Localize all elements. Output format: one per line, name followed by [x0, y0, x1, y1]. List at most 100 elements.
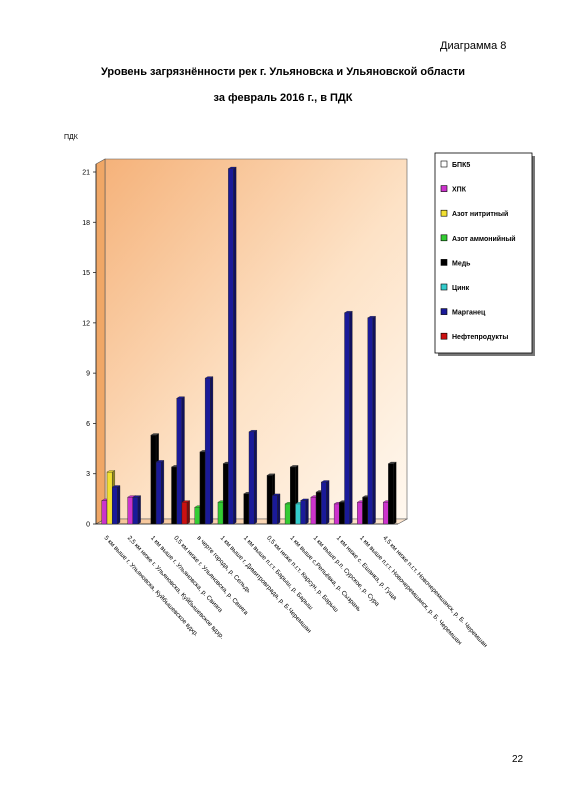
- y-tick-label: 9: [86, 371, 90, 378]
- bar: [333, 503, 340, 525]
- bar-top: [387, 461, 397, 464]
- legend-swatch: [440, 234, 448, 242]
- bar: [339, 502, 345, 525]
- bar-top: [289, 465, 299, 468]
- bar-top: [320, 480, 330, 483]
- bar: [362, 496, 368, 525]
- bar: [150, 434, 157, 525]
- bar: [199, 451, 206, 525]
- bar: [382, 502, 389, 525]
- bar: [290, 466, 296, 525]
- y-tick-label: 3: [86, 471, 90, 478]
- bar: [217, 502, 224, 525]
- bar-side: [349, 310, 353, 525]
- x-category-label: 1 км выше п.г.т. Новочеремшанск, р. Б. Ч…: [358, 535, 463, 647]
- legend-label: Нефтепродукты: [452, 334, 508, 341]
- bar-top: [176, 396, 186, 399]
- bar: [228, 168, 234, 525]
- bar-side: [186, 500, 190, 525]
- bar-side: [393, 461, 397, 525]
- legend-swatch: [440, 332, 448, 340]
- y-tick-label: 0: [86, 522, 90, 529]
- legend-swatch: [440, 283, 448, 291]
- bar-top: [343, 311, 353, 313]
- bar: [315, 491, 322, 525]
- legend-label: ХПК: [452, 187, 467, 194]
- bar-side: [326, 480, 330, 525]
- bar: [112, 486, 118, 525]
- bar: [367, 317, 374, 525]
- y-tick-label: 12: [82, 320, 90, 327]
- bar-top: [367, 316, 377, 318]
- legend-label: Цинк: [452, 285, 470, 292]
- legend-label: Азот нитритный: [452, 210, 508, 218]
- bar-side: [254, 429, 257, 525]
- legend-label: БПК5: [452, 162, 470, 169]
- diagram-label: Диаграмма 8: [440, 40, 507, 52]
- bar: [132, 496, 139, 525]
- legend-swatch: [440, 259, 448, 266]
- legend-swatch: [440, 160, 448, 168]
- bar: [272, 495, 278, 525]
- bar: [222, 463, 229, 525]
- bar: [171, 466, 177, 525]
- legend-label: Азот аммонийный: [452, 235, 516, 243]
- bar-top: [271, 493, 281, 496]
- bar: [357, 502, 363, 525]
- bar: [266, 475, 273, 525]
- legend-swatch: [440, 209, 448, 217]
- bar: [106, 471, 113, 525]
- bar-top: [132, 495, 142, 498]
- bar-top: [266, 473, 276, 476]
- bar-top: [248, 430, 258, 432]
- page-number: 22: [512, 754, 524, 765]
- bar-side: [161, 460, 165, 525]
- bar-side: [137, 495, 141, 525]
- bar: [310, 496, 317, 525]
- bar: [300, 500, 307, 525]
- bar: [248, 431, 255, 525]
- bar: [127, 496, 134, 525]
- y-tick-label: 15: [82, 270, 90, 277]
- legend-swatch: [440, 185, 448, 192]
- legend-swatch: [440, 308, 448, 315]
- y-tick-label: 6: [86, 421, 90, 428]
- bar-top: [181, 500, 191, 503]
- bar: [388, 463, 394, 525]
- legend: [434, 152, 533, 354]
- bar: [321, 481, 327, 525]
- bar-top: [300, 498, 309, 501]
- bar: [204, 377, 211, 525]
- bar: [194, 507, 201, 525]
- bar: [155, 461, 162, 525]
- bar: [176, 398, 183, 525]
- bar: [243, 493, 250, 525]
- bar-top: [150, 433, 160, 436]
- bar-side: [233, 166, 237, 525]
- bar: [101, 500, 108, 525]
- y-tick-label: 18: [82, 220, 90, 227]
- bar-side: [117, 485, 121, 525]
- bar: [344, 312, 350, 525]
- legend-label: Марганец: [452, 310, 486, 317]
- bar-top: [111, 485, 121, 488]
- chart-side-wall: [95, 158, 106, 525]
- bar-top: [106, 470, 116, 473]
- bar: [284, 503, 291, 525]
- bar-side: [372, 315, 376, 525]
- x-category-label: 4,5 км ниже п.г.т. Новочеремшанск, р. Б.…: [381, 535, 489, 650]
- legend-label: Медь: [452, 260, 471, 267]
- bar: [295, 503, 301, 525]
- bar: [181, 502, 188, 525]
- y-axis-label: ПДК: [64, 134, 79, 141]
- bar-top: [204, 376, 214, 379]
- chart-title-line1: Уровень загрязнённости рек г. Ульяновска…: [100, 66, 466, 78]
- bar-side: [277, 493, 281, 525]
- y-tick-label: 21: [82, 170, 90, 177]
- bar-side: [210, 376, 214, 525]
- bar-top: [155, 460, 165, 463]
- chart-title-line2: за февраль 2016 г., в ПДК: [213, 92, 353, 104]
- bar-top: [227, 166, 237, 169]
- bar-side: [305, 498, 309, 525]
